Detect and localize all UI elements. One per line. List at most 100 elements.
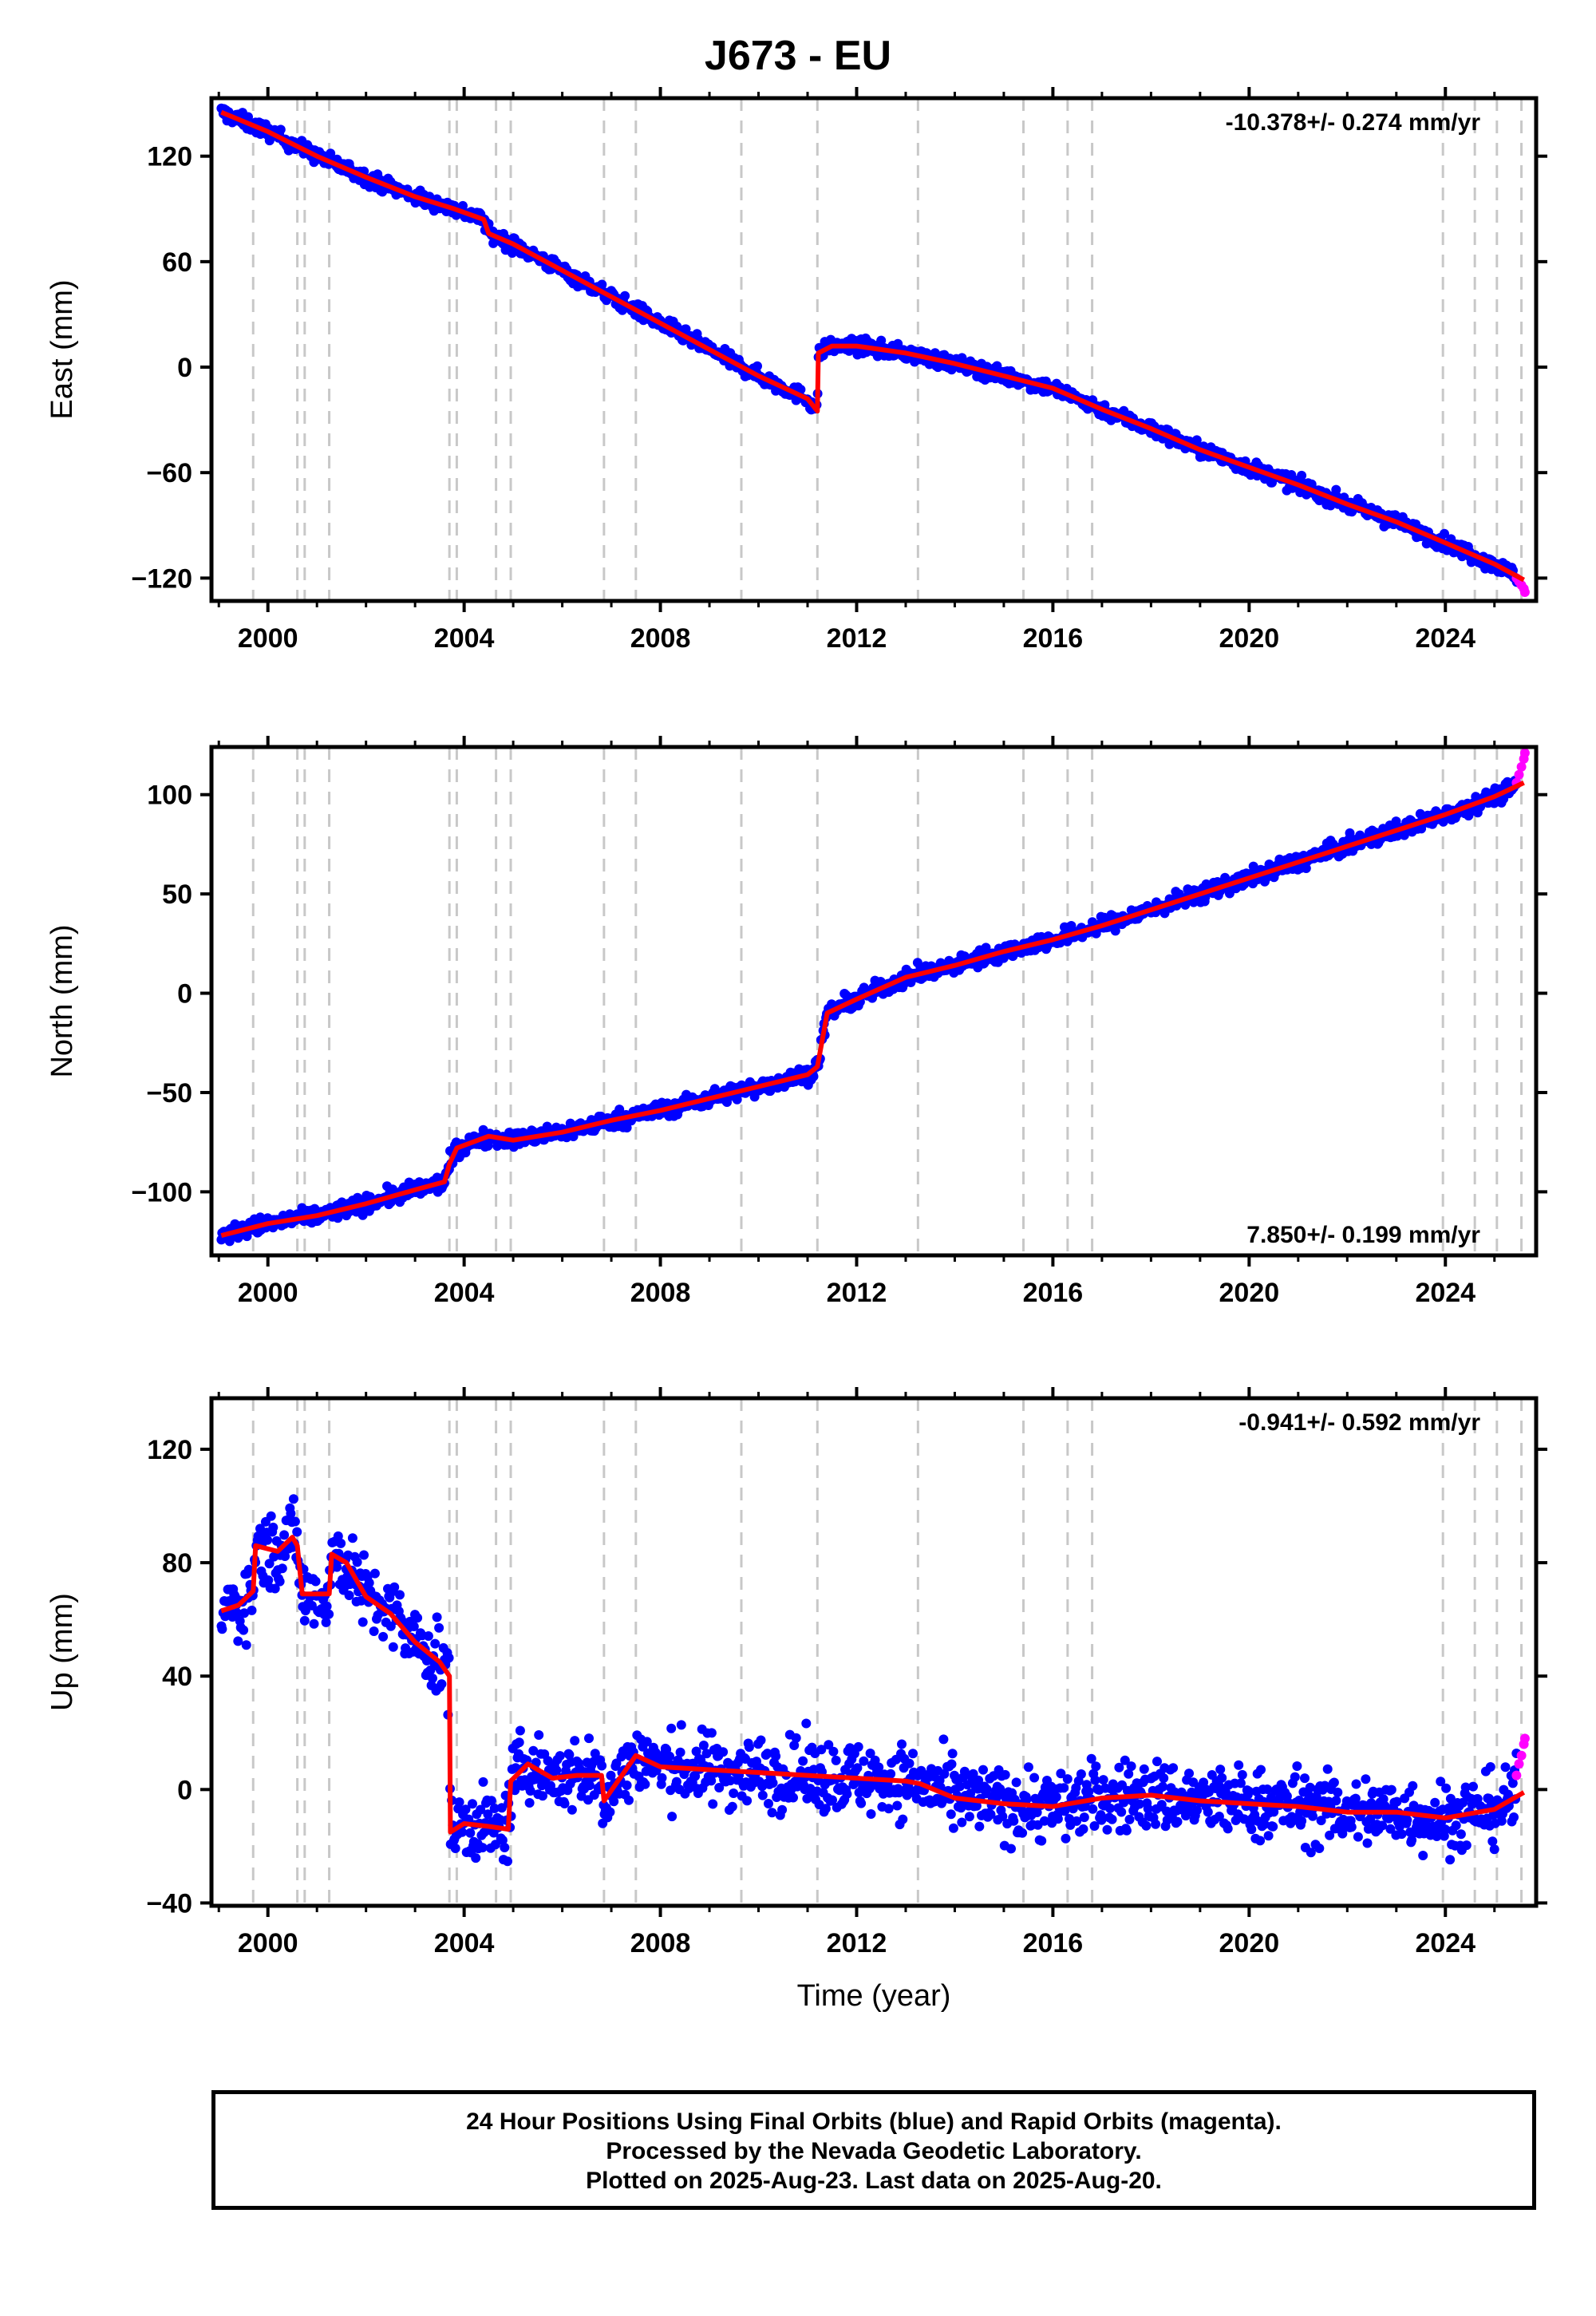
data-point: [1432, 1832, 1442, 1841]
data-point: [642, 1737, 652, 1747]
data-point: [1487, 1836, 1498, 1847]
data-point: [1116, 1807, 1127, 1817]
data-point: [356, 1595, 366, 1606]
model-line: [220, 109, 1526, 583]
rapid-point: [1519, 748, 1530, 758]
data-point: [893, 338, 903, 349]
data-point: [239, 1625, 249, 1635]
data-point: [1263, 1831, 1274, 1841]
data-point: [224, 1236, 235, 1247]
data-point: [1102, 1824, 1112, 1835]
data-point: [622, 1123, 632, 1132]
data-point: [270, 1583, 280, 1594]
data-point: [584, 1733, 594, 1744]
data-point: [1402, 1815, 1412, 1825]
data-point: [946, 1759, 957, 1769]
data-point: [514, 1737, 524, 1748]
data-point: [347, 1533, 358, 1543]
data-point: [729, 1788, 739, 1798]
data-point: [321, 1617, 331, 1627]
data-point: [1259, 1819, 1270, 1829]
data-point: [666, 1723, 677, 1733]
data-point: [1436, 1777, 1446, 1787]
data-point: [1362, 1838, 1373, 1848]
data-point: [359, 1550, 369, 1560]
data-point: [555, 1751, 565, 1761]
data-point: [1308, 1811, 1317, 1821]
y-tick-label: −100: [131, 1177, 192, 1207]
data-point: [286, 1508, 296, 1519]
data-point: [1440, 528, 1449, 539]
data-point: [280, 1551, 290, 1561]
x-tick-label: 2024: [1415, 623, 1476, 654]
y-tick-label: 40: [162, 1662, 192, 1692]
data-point: [515, 1725, 525, 1736]
data-point: [1451, 1820, 1461, 1831]
data-point: [820, 1804, 831, 1814]
rapid-point: [1516, 761, 1527, 772]
data-point: [1361, 1774, 1371, 1784]
y-tick-label: −60: [146, 458, 192, 488]
data-point: [233, 1636, 243, 1646]
data-point: [1346, 1822, 1357, 1832]
data-point: [1151, 1819, 1161, 1829]
data-point: [243, 1564, 254, 1575]
data-point: [690, 1771, 701, 1781]
data-point: [497, 1835, 508, 1845]
data-point: [1396, 1829, 1407, 1840]
rapid-point: [1511, 1770, 1522, 1780]
data-point: [524, 1798, 535, 1808]
data-point: [364, 1578, 374, 1588]
rapid-point: [1516, 1750, 1527, 1761]
data-point: [1011, 1777, 1021, 1788]
data-point: [1300, 1773, 1310, 1784]
data-point: [1086, 1753, 1096, 1764]
data-point: [852, 1763, 863, 1773]
data-point: [982, 1784, 992, 1794]
data-point: [352, 1557, 362, 1567]
data-point: [964, 1812, 974, 1822]
data-point: [898, 1814, 908, 1824]
data-point: [1223, 1824, 1233, 1834]
data-point: [478, 1777, 488, 1787]
data-point: [597, 279, 607, 290]
data-point: [1237, 1769, 1247, 1780]
data-point: [798, 1756, 808, 1766]
data-point: [378, 1631, 389, 1642]
data-point: [816, 1745, 827, 1755]
x-tick-label: 2016: [1023, 1928, 1084, 1958]
data-point: [1468, 1781, 1478, 1792]
data-point: [1445, 1855, 1456, 1865]
rapid-point: [1519, 587, 1530, 597]
data-point: [242, 1231, 252, 1242]
data-point: [1126, 1761, 1136, 1772]
data-point: [1350, 1793, 1361, 1804]
y-tick-label: 0: [177, 979, 192, 1010]
data-point: [978, 1765, 988, 1775]
data-point: [714, 1783, 725, 1792]
x-tick-label: 2020: [1219, 1928, 1280, 1958]
chart-panel-up: 2000 2004 2008 2012 2016 2020 2024 120 80 40 0 −40 U…: [45, 1387, 1547, 2013]
page-title: J673 - EU: [704, 33, 892, 79]
data-point: [217, 1624, 227, 1634]
x-tick-label: 2012: [827, 623, 887, 654]
x-tick-label: 2020: [1219, 623, 1280, 654]
data-point: [974, 1821, 985, 1832]
data-point: [336, 1538, 346, 1548]
data-point: [1059, 1783, 1069, 1793]
data-point: [1500, 1762, 1511, 1773]
data-point: [534, 1730, 544, 1740]
data-point: [1072, 1816, 1082, 1826]
data-point: [701, 1749, 712, 1759]
data-point: [423, 1631, 433, 1641]
data-point: [292, 1527, 302, 1537]
footer-line-3: Plotted on 2025-Aug-23. Last data on 202…: [586, 2168, 1162, 2194]
x-tick-label: 2012: [827, 1278, 887, 1308]
data-point: [243, 112, 253, 122]
data-point: [771, 1751, 781, 1761]
data-point: [477, 1843, 488, 1853]
data-point: [1091, 1761, 1101, 1772]
data-point: [853, 1741, 863, 1752]
data-point: [788, 1792, 798, 1803]
data-point: [859, 1756, 869, 1766]
